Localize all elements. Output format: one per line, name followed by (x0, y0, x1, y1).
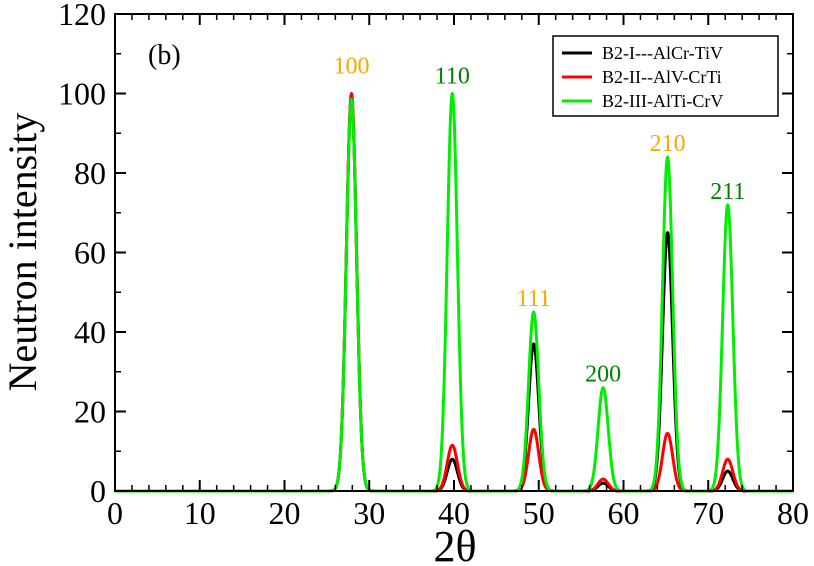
peak-label-210: 210 (650, 131, 686, 157)
legend-label-1: B2-I---AlCr-TiV (602, 43, 723, 63)
y-axis-title: Neutron intensity (0, 113, 45, 392)
peak-label-200: 200 (585, 362, 621, 388)
x-tick-label: 10 (184, 495, 216, 531)
peak-label-111: 111 (517, 286, 551, 312)
plot-frame (114, 13, 794, 492)
legend-label-3: B2-III-AlTi-CrV (602, 91, 723, 111)
x-tick-label: 80 (777, 495, 809, 531)
y-tick-label: 100 (58, 76, 106, 112)
peak-label-110: 110 (435, 64, 470, 90)
legend-label-2: B2-II--AlV-CrTi (602, 67, 722, 87)
y-tick-label: 60 (74, 235, 106, 271)
peak-annotations: 100 110 111 200 210 211 (333, 54, 745, 388)
x-tick-label: 20 (269, 495, 301, 531)
x-axis-title: 2θ (433, 522, 476, 566)
x-tick-label: 70 (692, 495, 724, 531)
y-tick-label: 80 (74, 155, 106, 191)
panel-label: (b) (148, 40, 181, 71)
x-tick-label: 50 (523, 495, 555, 531)
y-tick-label: 0 (90, 473, 106, 509)
axis-ticks: 0 10 20 30 40 50 60 70 80 0 20 40 60 80 100 120 (58, 0, 809, 531)
peak-label-100: 100 (333, 54, 369, 80)
legend: B2-I---AlCr-TiV B2-II--AlV-CrTi B2-III-AlT… (552, 35, 779, 117)
y-tick-label: 120 (58, 0, 106, 32)
x-tick-label: 0 (107, 495, 123, 531)
legend-items: B2-I---AlCr-TiV B2-II--AlV-CrTi B2-III-AlT… (562, 43, 723, 111)
x-tick-label: 60 (608, 495, 640, 531)
peak-label-211: 211 (710, 179, 745, 205)
y-tick-label: 40 (74, 314, 106, 350)
y-tick-label: 20 (74, 394, 106, 430)
x-tick-label: 30 (353, 495, 385, 531)
x-tick-label: 40 (438, 495, 470, 531)
